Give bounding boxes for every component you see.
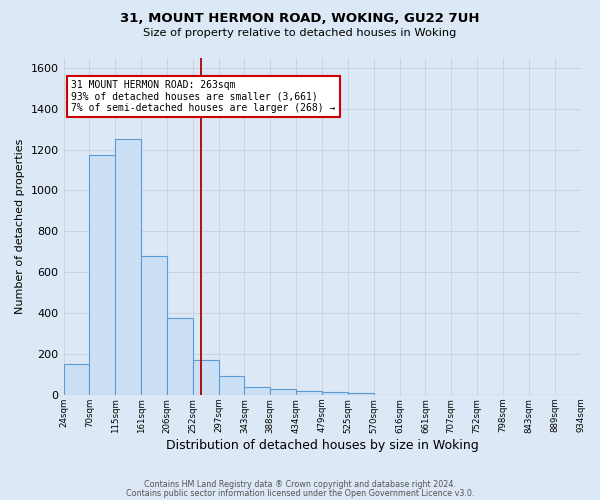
Text: 31 MOUNT HERMON ROAD: 263sqm
93% of detached houses are smaller (3,661)
7% of se: 31 MOUNT HERMON ROAD: 263sqm 93% of deta… — [71, 80, 335, 113]
X-axis label: Distribution of detached houses by size in Woking: Distribution of detached houses by size … — [166, 440, 478, 452]
Text: Contains HM Land Registry data ® Crown copyright and database right 2024.: Contains HM Land Registry data ® Crown c… — [144, 480, 456, 489]
Bar — [244, 386, 271, 395]
Bar — [89, 154, 115, 395]
Bar — [348, 393, 374, 395]
Bar — [322, 392, 348, 395]
Bar — [167, 318, 193, 395]
Bar — [64, 364, 89, 395]
Bar — [271, 389, 296, 395]
Text: 31, MOUNT HERMON ROAD, WOKING, GU22 7UH: 31, MOUNT HERMON ROAD, WOKING, GU22 7UH — [120, 12, 480, 26]
Bar — [296, 391, 322, 395]
Bar — [141, 256, 167, 395]
Bar — [193, 360, 218, 395]
Text: Size of property relative to detached houses in Woking: Size of property relative to detached ho… — [143, 28, 457, 38]
Text: Contains public sector information licensed under the Open Government Licence v3: Contains public sector information licen… — [126, 490, 474, 498]
Bar — [218, 376, 244, 395]
Bar — [115, 140, 141, 395]
Y-axis label: Number of detached properties: Number of detached properties — [15, 138, 25, 314]
